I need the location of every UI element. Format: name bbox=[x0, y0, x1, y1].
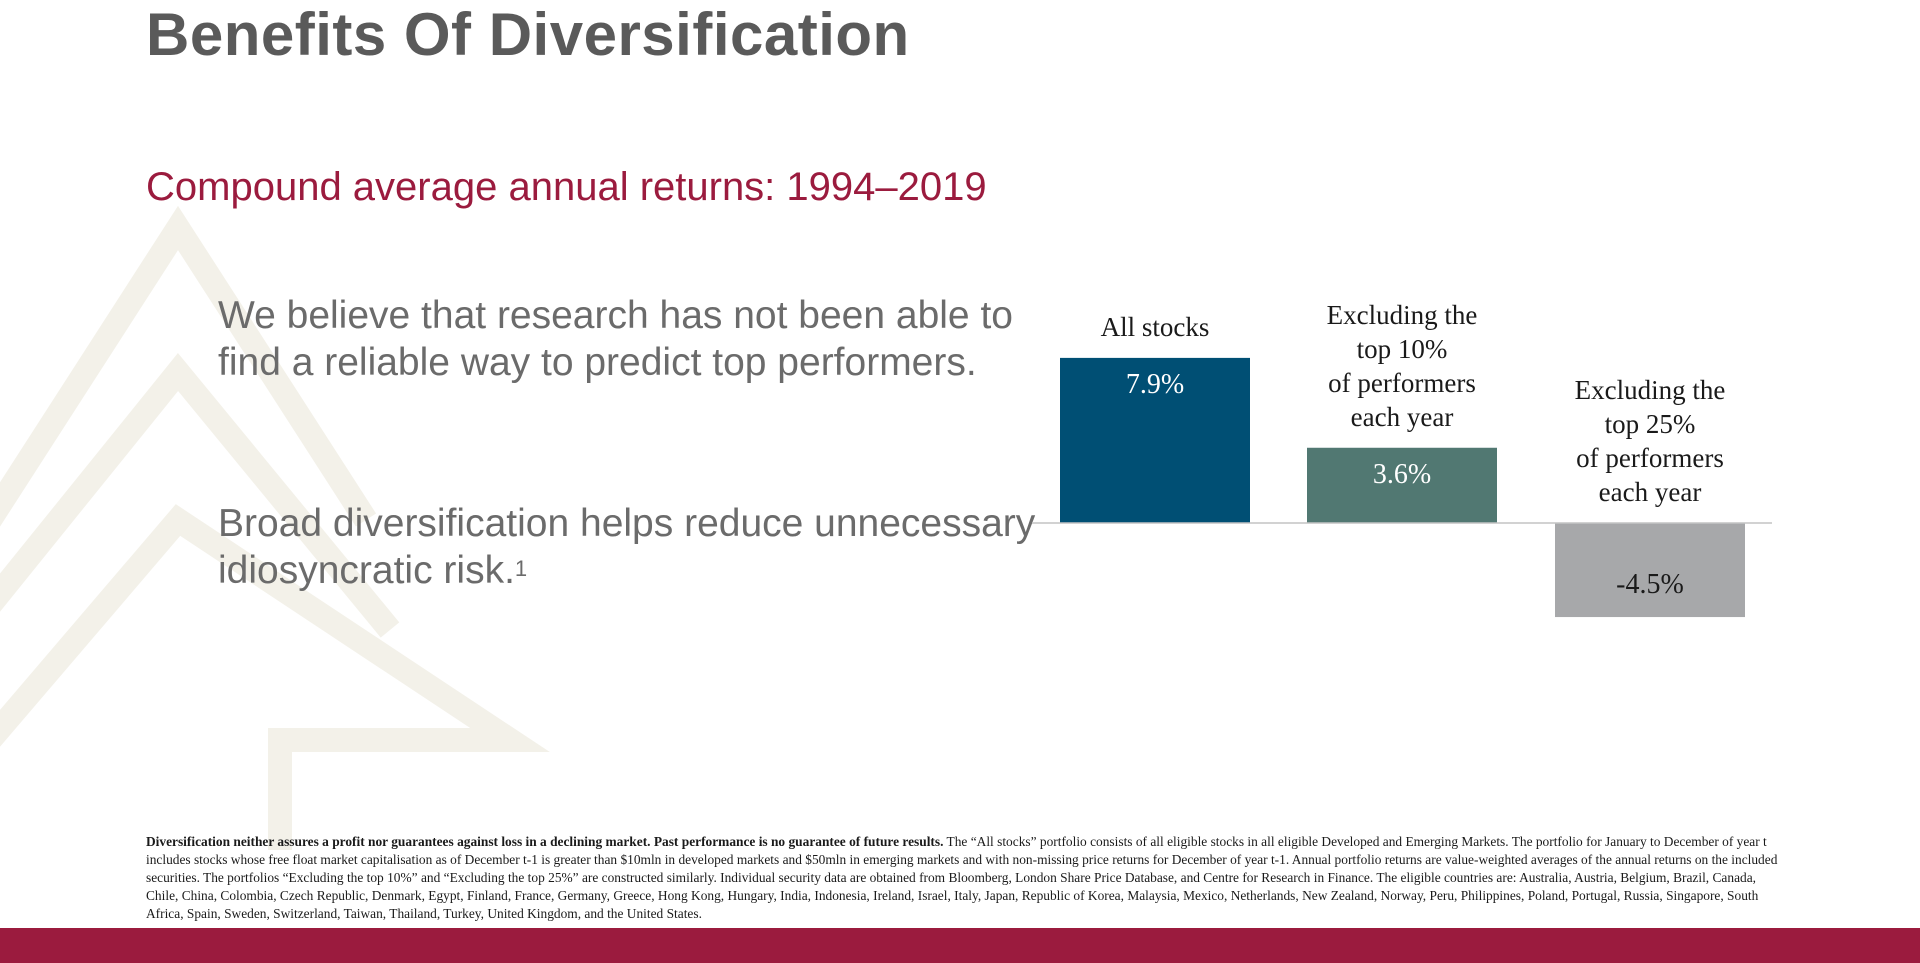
disclosure-text: The “All stocks” portfolio consists of a… bbox=[146, 834, 1778, 921]
category-label-1-line-2: of performers bbox=[1328, 368, 1476, 398]
diversification-paragraph: Broad diversification helps reduce unnec… bbox=[218, 500, 1048, 594]
category-label-1-line-3: each year bbox=[1351, 402, 1454, 432]
category-label-2-line-2: of performers bbox=[1576, 443, 1724, 473]
category-label-2-line-3: each year bbox=[1599, 477, 1702, 507]
page-title: Benefits Of Diversification bbox=[146, 1, 910, 68]
diversification-paragraph-text: Broad diversification helps reduce unnec… bbox=[218, 502, 1036, 592]
category-label-2-line-1: top 25% bbox=[1605, 409, 1696, 439]
bar-2 bbox=[1555, 523, 1745, 618]
footnote-marker: 1 bbox=[514, 556, 528, 581]
value-label-2: -4.5% bbox=[1616, 569, 1684, 600]
chart-subtitle: Compound average annual returns: 1994–20… bbox=[146, 165, 987, 209]
research-paragraph: We believe that research has not been ab… bbox=[218, 292, 1048, 386]
value-label-0: 7.9% bbox=[1126, 369, 1184, 400]
category-label-0-line-0: All stocks bbox=[1101, 312, 1210, 342]
bottom-brand-bar bbox=[0, 928, 1920, 963]
value-label-1: 3.6% bbox=[1373, 459, 1431, 490]
bar-1 bbox=[1307, 447, 1497, 523]
bar-0 bbox=[1060, 357, 1250, 523]
category-label-1-line-0: Excluding the bbox=[1327, 300, 1478, 330]
disclosure-bold-text: Diversification neither assures a profit… bbox=[146, 834, 944, 849]
category-label-2-line-0: Excluding the bbox=[1575, 375, 1726, 405]
category-label-1-line-1: top 10% bbox=[1357, 334, 1448, 364]
returns-bar-chart: 7.9% All stocks 3.6% Excluding the top 10% of… bbox=[1032, 300, 1772, 618]
disclosure-footnote: Diversification neither assures a profit… bbox=[146, 833, 1786, 923]
research-paragraph-text: We believe that research has not been ab… bbox=[218, 294, 1013, 384]
